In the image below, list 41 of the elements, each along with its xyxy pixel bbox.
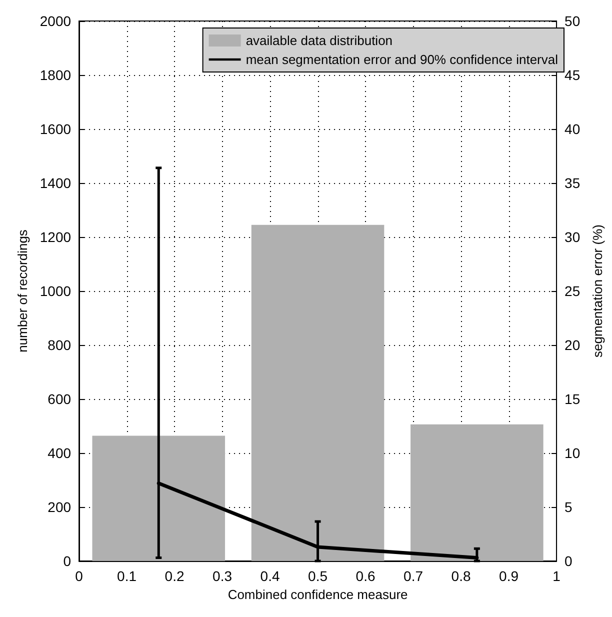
y-tick-label: 1400 bbox=[40, 175, 72, 191]
y-tick-label: 1200 bbox=[40, 229, 72, 245]
y2-tick-label: 30 bbox=[564, 229, 580, 245]
x-tick-label: 0.1 bbox=[117, 568, 137, 584]
y-tick-label: 800 bbox=[48, 337, 72, 353]
x-tick-label: 0.7 bbox=[404, 568, 424, 584]
bar bbox=[410, 424, 544, 561]
y2-tick-label: 10 bbox=[564, 445, 580, 461]
y2-tick-label: 15 bbox=[564, 391, 580, 407]
bar bbox=[251, 224, 384, 561]
x-tick-label: 0.8 bbox=[451, 568, 471, 584]
x-tick-label: 0.4 bbox=[260, 568, 280, 584]
y2-tick-label: 0 bbox=[564, 553, 573, 569]
y-tick-label: 200 bbox=[48, 499, 72, 515]
y2-axis-title: segmentation error (%) bbox=[590, 224, 605, 358]
bar bbox=[92, 436, 226, 561]
y-tick-label: 1600 bbox=[40, 121, 72, 137]
x-axis-title: Combined confidence measure bbox=[228, 586, 408, 602]
x-tick-label: 0.6 bbox=[356, 568, 376, 584]
y2-tick-label: 35 bbox=[564, 175, 580, 191]
x-tick-label: 1 bbox=[552, 568, 561, 584]
y-axis-title: number of recordings bbox=[15, 229, 30, 352]
y-tick-label: 400 bbox=[48, 445, 72, 461]
x-tick-label: 0.3 bbox=[212, 568, 232, 584]
x-tick-label: 0.9 bbox=[499, 568, 519, 584]
legend-label: available data distribution bbox=[246, 33, 393, 48]
y-tick-label: 1000 bbox=[40, 283, 72, 299]
x-tick-label: 0.2 bbox=[164, 568, 184, 584]
y2-tick-label: 20 bbox=[564, 337, 580, 353]
y-tick-label: 600 bbox=[48, 391, 72, 407]
x-tick-label: 0 bbox=[75, 568, 84, 584]
y-tick-label: 0 bbox=[63, 553, 72, 569]
y2-tick-label: 45 bbox=[564, 67, 580, 83]
y-tick-label: 1800 bbox=[40, 67, 72, 83]
y2-tick-label: 5 bbox=[564, 499, 573, 515]
x-tick-label: 0.5 bbox=[308, 568, 328, 584]
y2-tick-label: 25 bbox=[564, 283, 580, 299]
legend-label: mean segmentation error and 90% confidence interval bbox=[246, 52, 558, 67]
y-tick-label: 2000 bbox=[40, 13, 72, 29]
y2-tick-label: 40 bbox=[564, 121, 580, 137]
y2-tick-label: 50 bbox=[564, 13, 580, 29]
